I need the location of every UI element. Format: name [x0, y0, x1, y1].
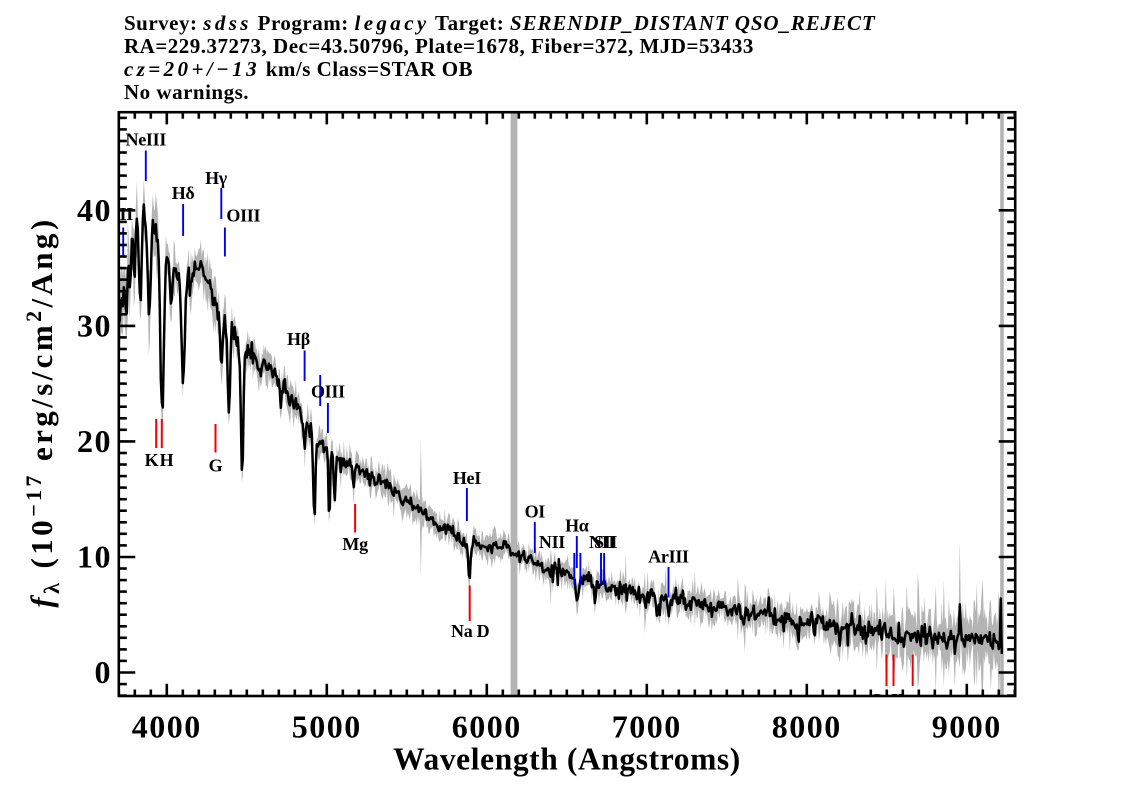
- svg-text:OI: OI: [525, 502, 546, 522]
- svg-text:NII: NII: [539, 532, 565, 552]
- svg-text:HeI: HeI: [453, 468, 481, 488]
- svg-text:Hα: Hα: [565, 516, 589, 536]
- svg-text:9000: 9000: [932, 708, 1002, 744]
- svg-text:Hδ: Hδ: [172, 183, 195, 203]
- svg-text:SII: SII: [594, 532, 617, 552]
- svg-text:OIII: OIII: [226, 206, 260, 226]
- svg-text:OIII: OIII: [311, 382, 345, 402]
- svg-text:7000: 7000: [612, 708, 682, 744]
- svg-text:G: G: [209, 456, 223, 476]
- svg-text:NeIII: NeIII: [126, 130, 167, 150]
- svg-text:Hβ: Hβ: [287, 329, 310, 349]
- svg-text:6000: 6000: [452, 708, 522, 744]
- svg-text:8000: 8000: [772, 708, 842, 744]
- svg-text:20: 20: [77, 423, 112, 459]
- svg-text:K: K: [145, 450, 159, 470]
- svg-text:ArIII: ArIII: [648, 547, 689, 567]
- svg-text:10: 10: [77, 539, 112, 575]
- svg-text:fλ (10−17 erg/s/cm2/Ang): fλ (10−17 erg/s/cm2/Ang): [21, 216, 64, 607]
- svg-text:Na D: Na D: [451, 621, 490, 641]
- svg-text:0: 0: [95, 654, 113, 690]
- svg-text:40: 40: [77, 192, 112, 228]
- svg-text:H: H: [160, 450, 174, 470]
- svg-text:Hγ: Hγ: [205, 168, 228, 188]
- svg-text:30: 30: [77, 308, 112, 344]
- svg-text:Survey: sdss Program: legacy T: Survey: sdss Program: legacy Target: SER…: [124, 11, 876, 35]
- svg-text:5000: 5000: [292, 708, 362, 744]
- svg-text:Mg: Mg: [342, 534, 368, 554]
- svg-text:4000: 4000: [132, 708, 202, 744]
- svg-text:No warnings.: No warnings.: [124, 80, 249, 104]
- svg-text:cz=20+/−13 km/s Class=STAR OB: cz=20+/−13 km/s Class=STAR OB: [124, 57, 473, 81]
- svg-text:Wavelength (Angstroms): Wavelength (Angstroms): [393, 742, 741, 777]
- svg-text:NII: NII: [589, 532, 615, 552]
- svg-text:RA=229.37273, Dec=43.50796, Pl: RA=229.37273, Dec=43.50796, Plate=1678, …: [124, 34, 754, 58]
